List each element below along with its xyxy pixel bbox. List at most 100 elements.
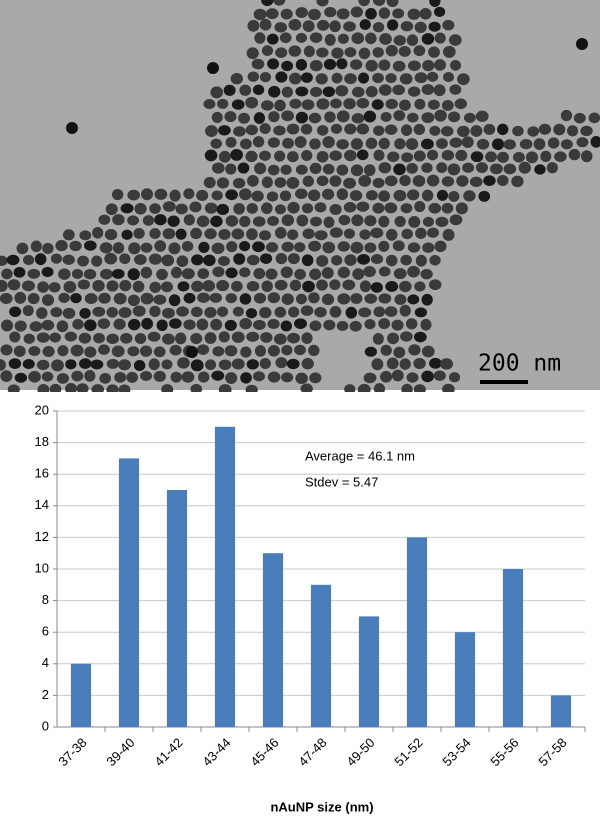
particle (364, 319, 376, 330)
particle (336, 139, 349, 150)
particle (400, 203, 413, 214)
particle (246, 228, 258, 241)
particle (393, 346, 406, 359)
particle (308, 292, 320, 304)
particle (49, 383, 62, 395)
particle (426, 174, 440, 187)
particle (399, 280, 412, 293)
particle (104, 252, 118, 265)
particle (314, 306, 327, 318)
particle (70, 292, 82, 304)
particle (120, 203, 134, 214)
particle (198, 241, 210, 253)
particle (372, 47, 384, 58)
particle (240, 372, 252, 384)
particle (309, 162, 322, 175)
particle (265, 242, 279, 253)
particle (58, 268, 71, 280)
particle (294, 318, 308, 329)
particle (71, 268, 84, 280)
particle (216, 279, 230, 292)
particle (421, 33, 435, 45)
particle (253, 8, 267, 21)
particle (111, 345, 125, 358)
particle (84, 369, 96, 382)
y-tick-label: 4 (42, 655, 49, 670)
particle (253, 292, 267, 304)
particle (22, 358, 35, 370)
y-tick-label: 20 (35, 402, 49, 417)
particle (23, 333, 35, 344)
particle (281, 344, 293, 356)
particle (329, 150, 342, 161)
particle (14, 320, 27, 332)
particle (148, 358, 160, 371)
bar (502, 569, 524, 727)
particle (393, 163, 406, 176)
particle (380, 111, 392, 123)
particle (566, 125, 579, 137)
particle (385, 44, 398, 57)
particle (149, 281, 162, 293)
particle (518, 161, 531, 174)
particle (440, 358, 454, 370)
particle (156, 268, 168, 280)
particle (322, 136, 335, 149)
particle (358, 307, 372, 318)
particle (412, 175, 426, 187)
particle (190, 227, 203, 240)
particle (337, 266, 351, 279)
particle (385, 281, 399, 292)
particle (322, 163, 335, 175)
particle (519, 139, 533, 150)
bar (70, 663, 92, 727)
particle (21, 280, 35, 292)
particle (343, 228, 355, 239)
particle (322, 241, 336, 254)
particle (324, 6, 337, 18)
particle (434, 240, 447, 253)
particle (448, 190, 460, 202)
particle (356, 149, 369, 161)
y-tick-label: 14 (35, 497, 49, 512)
particle (461, 136, 474, 148)
particle (309, 372, 322, 384)
particle (356, 123, 370, 135)
particle (289, 72, 302, 85)
particle (414, 307, 428, 318)
particle (538, 123, 552, 135)
particle (224, 345, 238, 357)
particle (111, 268, 125, 279)
particle (302, 228, 315, 240)
particle (273, 0, 286, 6)
particle (239, 215, 251, 228)
particle (573, 112, 586, 124)
particle (196, 215, 210, 228)
particle (386, 19, 399, 31)
particle (364, 164, 376, 177)
particle (420, 268, 433, 280)
particle (580, 150, 593, 163)
particle (176, 306, 189, 317)
particle (183, 319, 196, 330)
particle (84, 240, 97, 251)
particle (197, 371, 210, 383)
particle (352, 268, 365, 280)
particle (512, 125, 524, 137)
particle (140, 370, 153, 382)
particle (364, 215, 377, 227)
particle (406, 162, 418, 174)
particle (226, 241, 238, 253)
particle (127, 294, 140, 307)
particle (281, 60, 294, 72)
particle (294, 242, 306, 253)
particle (247, 175, 259, 187)
particle (237, 162, 250, 174)
particle (161, 359, 173, 370)
particle (267, 137, 280, 148)
particle (280, 320, 292, 332)
particle (27, 293, 40, 305)
particle (309, 138, 321, 150)
particle (281, 293, 294, 305)
